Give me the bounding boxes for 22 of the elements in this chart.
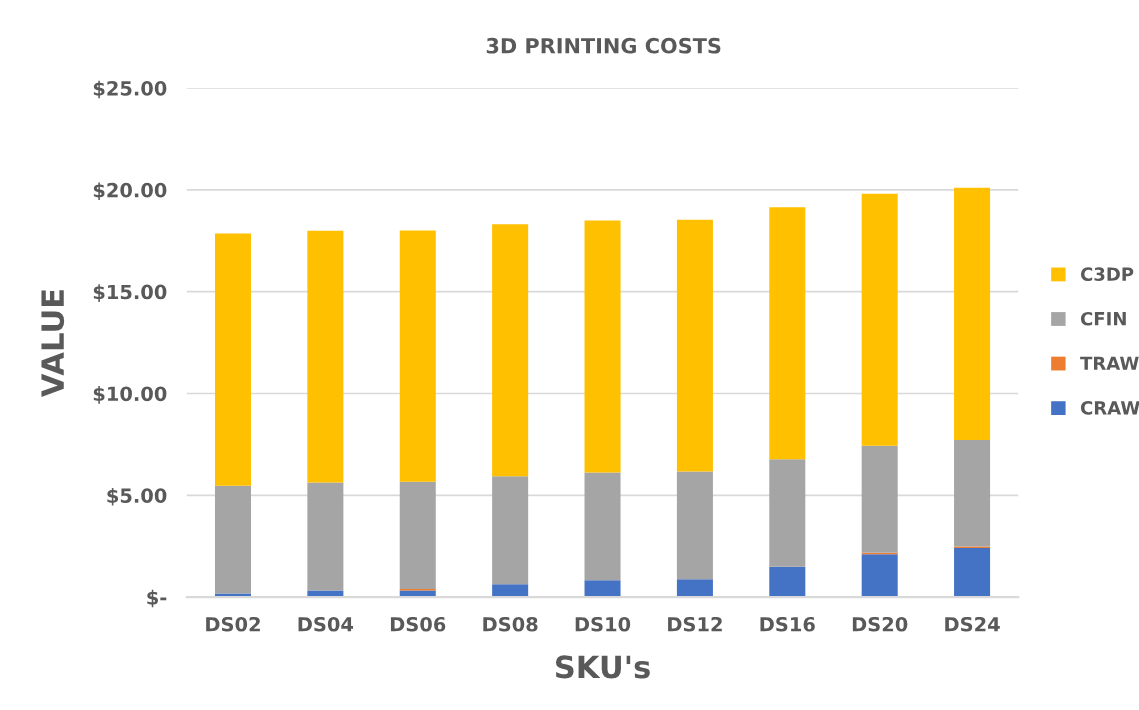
x-axis-title: SKU's [555,655,650,679]
y-tick-label: $5.00 [107,487,167,506]
y-tick-label: $- [147,589,167,608]
legend-label: TRAW [1080,356,1139,370]
chart-title: 3D PRINTING COSTS [486,37,721,54]
y-axis-title: VALUE [41,290,65,398]
x-tick-label: DS06 [390,616,446,632]
legend-label: CFIN [1080,311,1126,326]
legend-label: C3DP [1080,267,1134,281]
x-tick-label: DS12 [668,616,722,632]
x-tick-label: DS02 [206,616,260,632]
legend-label: CRAW [1080,400,1139,415]
y-tick-label: $25.00 [93,80,167,99]
x-tick-label: DS04 [298,616,354,632]
x-tick-label: DS08 [483,616,538,632]
x-tick-label: DS20 [852,616,908,632]
x-tick-label: DS24 [945,616,1000,632]
y-tick-label: $10.00 [93,386,167,404]
y-tick-label: $15.00 [93,284,167,302]
y-tick-label: $20.00 [93,182,167,201]
x-tick-label: DS16 [760,616,815,632]
x-tick-label: DS10 [575,616,631,632]
